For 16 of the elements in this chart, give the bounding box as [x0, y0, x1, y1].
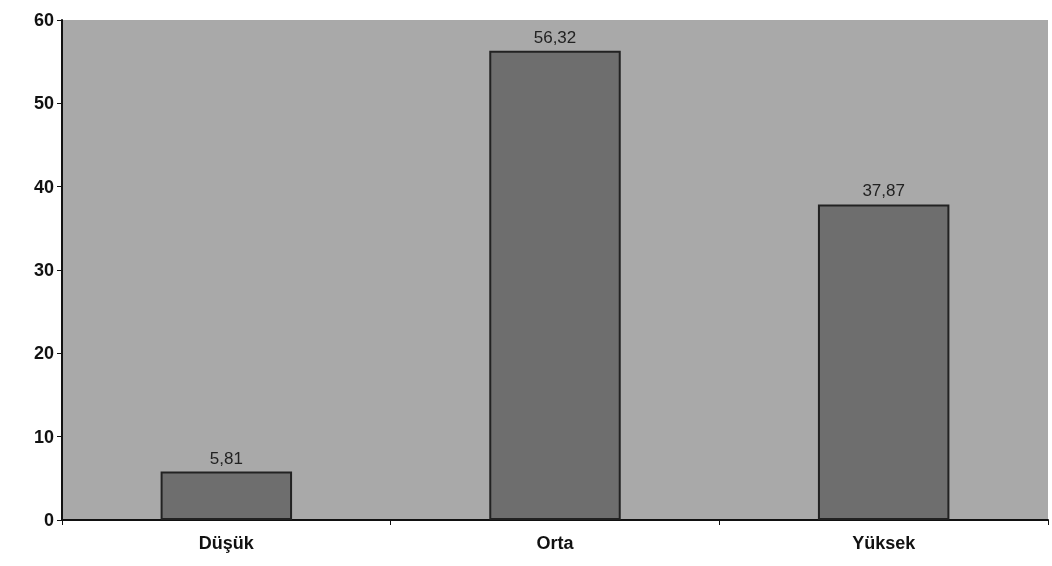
bar — [160, 471, 293, 520]
data-label: 56,32 — [533, 27, 577, 47]
x-tick-label: Yüksek — [852, 533, 917, 553]
y-tick-label: 40 — [33, 176, 54, 197]
x-tick-label: Orta — [536, 533, 575, 553]
bar — [817, 204, 950, 520]
y-tick-label: 50 — [33, 93, 54, 114]
data-label: 5,81 — [209, 448, 243, 468]
y-tick-label: 0 — [43, 510, 54, 530]
bar — [489, 50, 621, 520]
y-tick-label: 10 — [33, 426, 54, 447]
y-tick-label: 30 — [33, 260, 54, 280]
y-tick-label: 60 — [33, 10, 54, 30]
x-tick-label: Düşük — [198, 533, 255, 553]
data-label: 37,87 — [862, 181, 905, 201]
y-tick-label: 20 — [33, 343, 54, 364]
